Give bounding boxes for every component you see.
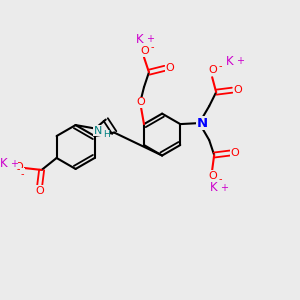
Text: K: K: [226, 55, 234, 68]
Text: O: O: [35, 186, 44, 196]
Text: +: +: [236, 56, 244, 66]
Text: -: -: [218, 174, 222, 184]
Text: +: +: [146, 34, 154, 44]
Text: -: -: [218, 61, 222, 71]
Text: -: -: [21, 169, 24, 179]
Text: +: +: [220, 183, 228, 193]
Text: K: K: [0, 158, 8, 170]
Text: O: O: [136, 97, 146, 107]
Text: O: O: [209, 65, 218, 75]
Text: H: H: [103, 130, 110, 139]
Text: K: K: [136, 33, 144, 46]
Text: O: O: [141, 46, 149, 56]
Text: N: N: [94, 125, 102, 136]
Text: O: O: [14, 162, 23, 172]
Text: O: O: [234, 85, 242, 95]
Text: +: +: [10, 159, 18, 169]
Text: -: -: [150, 42, 154, 52]
Text: O: O: [166, 63, 174, 73]
Text: N: N: [196, 117, 208, 130]
Text: K: K: [210, 182, 218, 194]
Text: O: O: [231, 148, 239, 158]
Text: O: O: [209, 171, 218, 181]
